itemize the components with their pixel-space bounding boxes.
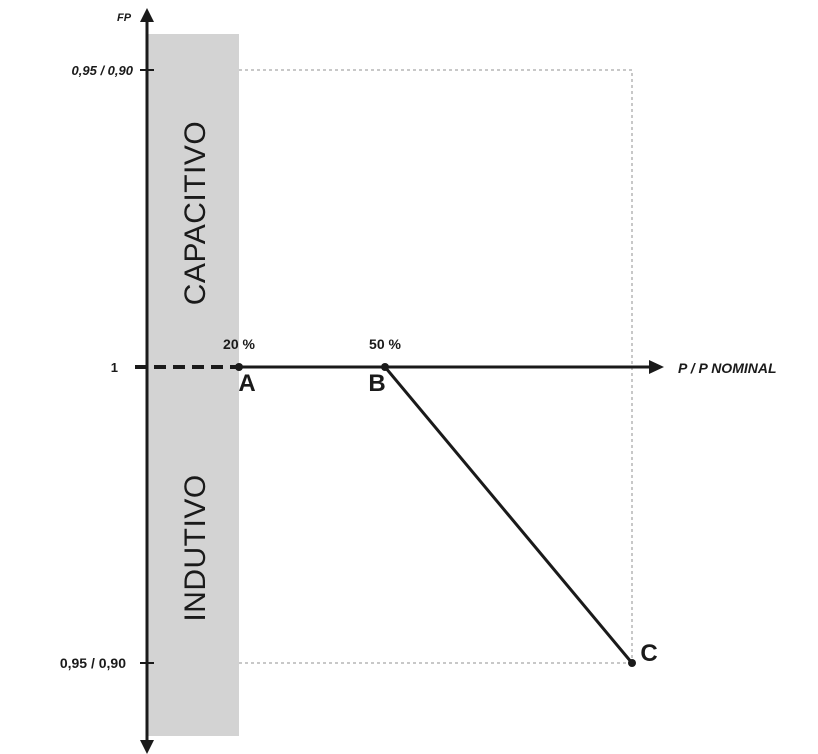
point-a-percent: 20 %: [223, 336, 255, 352]
point-b: [381, 363, 389, 371]
x-axis-label: P / P NOMINAL: [678, 360, 777, 376]
top-guide-line: [239, 69, 633, 663]
point-c: [628, 659, 636, 667]
zone-capacitivo-label: CAPACITIVO: [179, 121, 212, 305]
x-axis-arrow: [649, 360, 664, 374]
y-axis-arrow-bottom: [140, 740, 154, 754]
zone-indutivo-label: INDUTIVO: [179, 474, 212, 621]
y-axis-arrow-top: [140, 8, 154, 22]
point-c-label: C: [640, 640, 657, 667]
point-b-label: B: [368, 370, 385, 397]
y-tick-label-bottom: 0,95 / 0,90: [60, 655, 126, 671]
line-b-to-c: [383, 366, 634, 664]
point-a-label: A: [238, 370, 255, 397]
point-a: [235, 363, 243, 371]
y-tick-label-top: 0,95 / 0,90: [72, 63, 134, 78]
y-tick-label-mid: 1: [111, 360, 118, 375]
point-b-percent: 50 %: [369, 336, 401, 352]
y-axis-label: FP: [117, 12, 132, 24]
shaded-zone: [147, 34, 239, 736]
